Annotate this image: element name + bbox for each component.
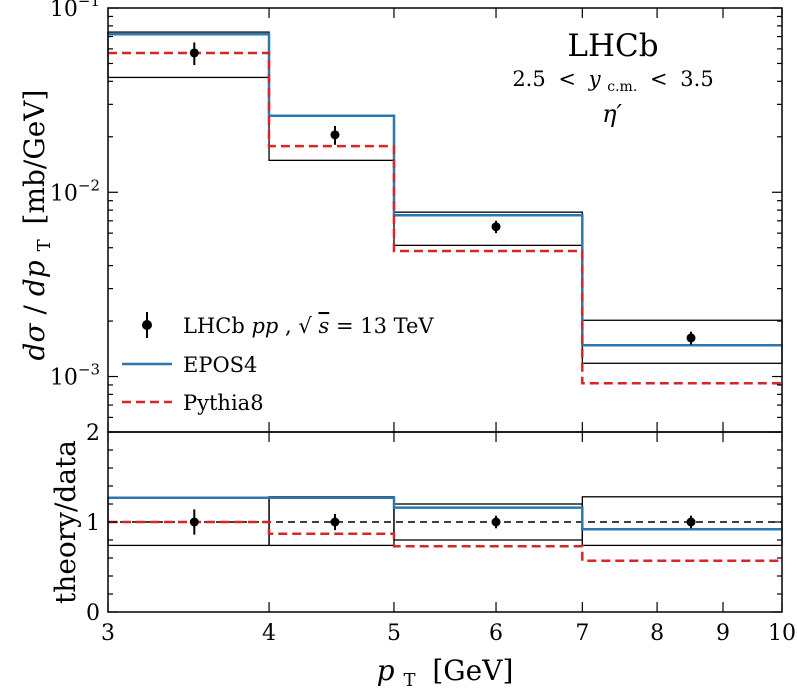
bottom-frame (107, 431, 783, 613)
bottom-epos-ratio (108, 496, 782, 531)
tick-exponent: −3 (78, 361, 100, 379)
tick-exponent: −1 (78, 0, 100, 10)
bottom-data-point-3 (686, 517, 696, 527)
top-y-tick-label-2: 10−3 (50, 361, 100, 391)
top-band-bin-2 (393, 211, 583, 247)
top-pythia-line (108, 51, 782, 385)
tick-exponent: −2 (78, 176, 100, 194)
x-symbol: p (377, 654, 395, 687)
legend-data-sep: , (285, 314, 298, 338)
bottom-data-point-2 (491, 517, 501, 527)
x-axis-title: p T [GeV] (377, 654, 514, 691)
legend-data-sqrt: √ (298, 314, 312, 338)
tick-base: 10 (50, 181, 78, 206)
legend-data-energy: = 13 TeV (336, 314, 434, 338)
x-tick-label-4: 7 (575, 621, 589, 646)
bottom-pythia-ratio (108, 520, 782, 562)
legend-pythia-label: Pythia8 (183, 391, 264, 415)
bottom-y-tick-label-2: 2 (86, 421, 100, 446)
legend-data-label: LHCb pp , √ s = 13 TeV (183, 314, 434, 338)
legend-data-s: s (318, 314, 329, 338)
top-data-point-3 (686, 333, 696, 343)
top-y-axis-title: dσ / dp T [mb/GeV] (18, 90, 57, 361)
x-tick-label-7: 10 (768, 621, 796, 646)
tick-base: 10 (50, 366, 78, 391)
bottom-y-tick-label-0: 0 (86, 601, 100, 626)
legend-data-prefix: LHCb (183, 314, 251, 338)
bottom-y-axis-title: theory/data (49, 440, 82, 604)
legend-epos-label: EPOS4 (183, 353, 257, 377)
rapidity-hi: 3.5 (680, 67, 713, 91)
top-band-bin-0 (107, 31, 270, 79)
x-tick-label-5: 8 (650, 621, 664, 646)
tick-base: 10 (50, 0, 78, 22)
top-y-slash: / (18, 305, 51, 315)
rapidity-label: 2.5 < y c.m. < 3.5 (512, 67, 713, 96)
x-unit: [GeV] (432, 654, 513, 687)
legend-data-pp: pp (251, 314, 278, 338)
x-tick-label-1: 4 (262, 621, 276, 646)
top-data-point-1 (330, 130, 340, 140)
x-tick-label-0: 3 (101, 621, 115, 646)
rapidity-symbol: y (588, 67, 602, 91)
legend-data-marker (142, 320, 152, 330)
top-y-den: dp (18, 260, 51, 296)
x-sub: T (403, 670, 415, 691)
top-y-tick-label-1: 10−2 (50, 176, 100, 206)
top-y-tick-label-0: 10−1 (50, 0, 100, 22)
legend: LHCb pp , √ s = 13 TeV EPOS4 Pythia8 (122, 312, 434, 415)
bottom-panel: 0 1 2 3 4 5 6 7 8 9 10 (86, 421, 796, 646)
rapidity-lo: 2.5 (512, 67, 545, 91)
bottom-y-tick-label-1: 1 (86, 511, 100, 536)
x-tick-label-2: 5 (387, 621, 401, 646)
x-tick-label-3: 6 (489, 621, 503, 646)
top-band-bin-3 (581, 319, 783, 364)
rapidity-lt2: < (650, 67, 668, 91)
bottom-band-bin-3 (581, 496, 783, 547)
top-data-point-2 (491, 222, 501, 232)
experiment-label: LHCb (567, 28, 658, 64)
x-tick-label-6: 9 (716, 621, 730, 646)
rapidity-sub: c.m. (607, 79, 637, 95)
particle-label: η′ (602, 100, 622, 128)
top-band-bin-1 (268, 114, 395, 162)
top-y-unit: [mb/GeV] (18, 90, 51, 225)
bottom-data-point-0 (189, 517, 199, 527)
top-y-sub: T (34, 239, 55, 251)
rapidity-lt1: < (558, 67, 576, 91)
top-data-point-0 (189, 48, 199, 58)
top-panel: 10−110−210−3 (50, 0, 783, 433)
bottom-data-point-1 (330, 517, 340, 527)
top-y-num: dσ (18, 323, 51, 361)
